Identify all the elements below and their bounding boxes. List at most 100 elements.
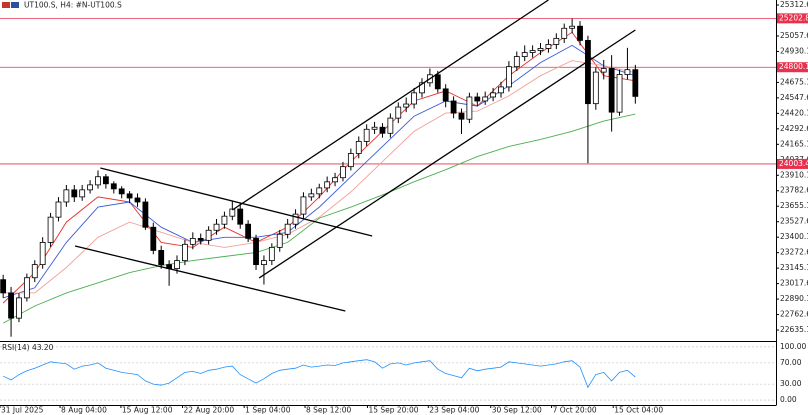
y-tick-label: 22762.6: [780, 310, 808, 319]
candle-body: [47, 216, 54, 243]
candle-body: [458, 112, 465, 120]
x-tick-label: 8 Aug 04:00: [61, 406, 107, 415]
level-label: 24800.1: [779, 62, 808, 71]
y-tick-label: 24420.1: [780, 108, 808, 117]
candle-body: [182, 243, 188, 262]
candle-body: [79, 189, 86, 198]
level-label-box: [777, 13, 808, 24]
candle-body: [569, 25, 576, 29]
moving-average: [3, 44, 636, 299]
candle-body: [498, 86, 504, 94]
candle-body: [261, 260, 267, 266]
y-tick-label: 23782.6: [780, 186, 808, 195]
y-tick-label: 24165.1: [780, 139, 808, 148]
trendline: [258, 29, 636, 279]
icon-part: [2, 2, 10, 8]
y-tick-label: 25057.6: [780, 31, 808, 40]
x-tick-label: 23 Sep 04:00: [429, 406, 479, 415]
candle-body: [545, 44, 552, 49]
y-tick-label: 22635.1: [780, 325, 808, 334]
candle-body: [55, 201, 62, 218]
candle-body: [229, 208, 236, 217]
candle-body: [387, 117, 394, 134]
candle-body: [585, 40, 591, 105]
candle-body: [118, 188, 125, 195]
rsi-line: [3, 359, 636, 389]
title-backdrop: [0, 0, 130, 11]
candle-body: [142, 201, 149, 228]
y-tick-label: 70.00: [780, 358, 802, 367]
panel-frame: [0, 0, 777, 406]
y-tick-label: 24292.6: [780, 124, 808, 133]
candle-body: [553, 37, 560, 45]
x-tick-label: 15 Aug 12:00: [122, 406, 173, 415]
candle-body: [403, 103, 410, 108]
trendline: [100, 167, 373, 237]
x-tick-label: 15 Oct 04:00: [614, 406, 663, 415]
level-label: 25202.8: [779, 13, 808, 22]
candle-body: [316, 187, 323, 195]
candle-body: [31, 264, 38, 279]
y-tick-label: 23145.1: [780, 263, 808, 272]
y-tick-label: 23527.6: [780, 217, 808, 226]
y-tick-label: 23910.1: [780, 170, 808, 179]
candle-body: [245, 223, 252, 239]
candle-body: [23, 277, 30, 299]
candle-body: [592, 71, 599, 105]
y-tick-label: 24675.1: [780, 77, 808, 86]
candle-body: [490, 92, 496, 98]
candle-body: [466, 96, 473, 120]
candle-body: [126, 193, 133, 199]
candle-body: [308, 193, 315, 198]
candle-body: [506, 66, 512, 88]
candle-body: [529, 50, 536, 53]
candle-body: [63, 189, 70, 203]
candle-body: [110, 183, 117, 190]
candle-body: [276, 233, 283, 248]
candle-body: [608, 68, 615, 113]
x-tick-label: 1 Sep 04:00: [245, 406, 291, 415]
candle-body: [442, 88, 449, 102]
moving-average: [3, 60, 636, 294]
y-tick-label: 23655.1: [780, 201, 808, 210]
icon-part: [11, 2, 19, 8]
candle-body: [268, 246, 275, 262]
trendline: [74, 245, 346, 312]
candle-body: [134, 197, 141, 203]
level-label-box: [777, 62, 808, 73]
candle-body: [521, 52, 528, 57]
candle-body: [8, 292, 14, 319]
candle-body: [205, 229, 212, 241]
candle-body: [434, 74, 441, 90]
candle-body: [237, 208, 244, 225]
y-tick-label: 23272.6: [780, 248, 808, 257]
candle-body: [284, 223, 291, 235]
x-tick-label: 7 Oct 20:00: [553, 406, 597, 415]
x-tick-label: 30 Sep 12:00: [492, 406, 542, 415]
candle-body: [600, 68, 607, 73]
candle-body: [71, 189, 78, 198]
chart-title: UT100.S, H4: #N-UT100.S: [24, 1, 122, 10]
candle-body: [482, 96, 489, 102]
x-tick-label: 15 Sep 20:00: [368, 406, 418, 415]
candle-body: [332, 177, 338, 183]
candle-body: [300, 196, 307, 215]
candle-body: [395, 106, 402, 119]
candle-body: [616, 74, 623, 113]
x-tick-label: 8 Sep 12:00: [306, 406, 352, 415]
candle-body: [347, 153, 354, 168]
candle-body: [158, 250, 165, 266]
candle-body: [632, 69, 639, 97]
candle-body: [624, 69, 631, 75]
x-tick-label: 31 Jul 2025: [1, 406, 44, 415]
candle-body: [537, 48, 544, 51]
candle-body: [450, 100, 457, 114]
candle-body: [189, 238, 196, 245]
candle-body: [561, 27, 568, 39]
candle-body: [39, 242, 46, 266]
y-tick-label: 24930.1: [780, 46, 808, 55]
candle-body: [419, 82, 425, 94]
